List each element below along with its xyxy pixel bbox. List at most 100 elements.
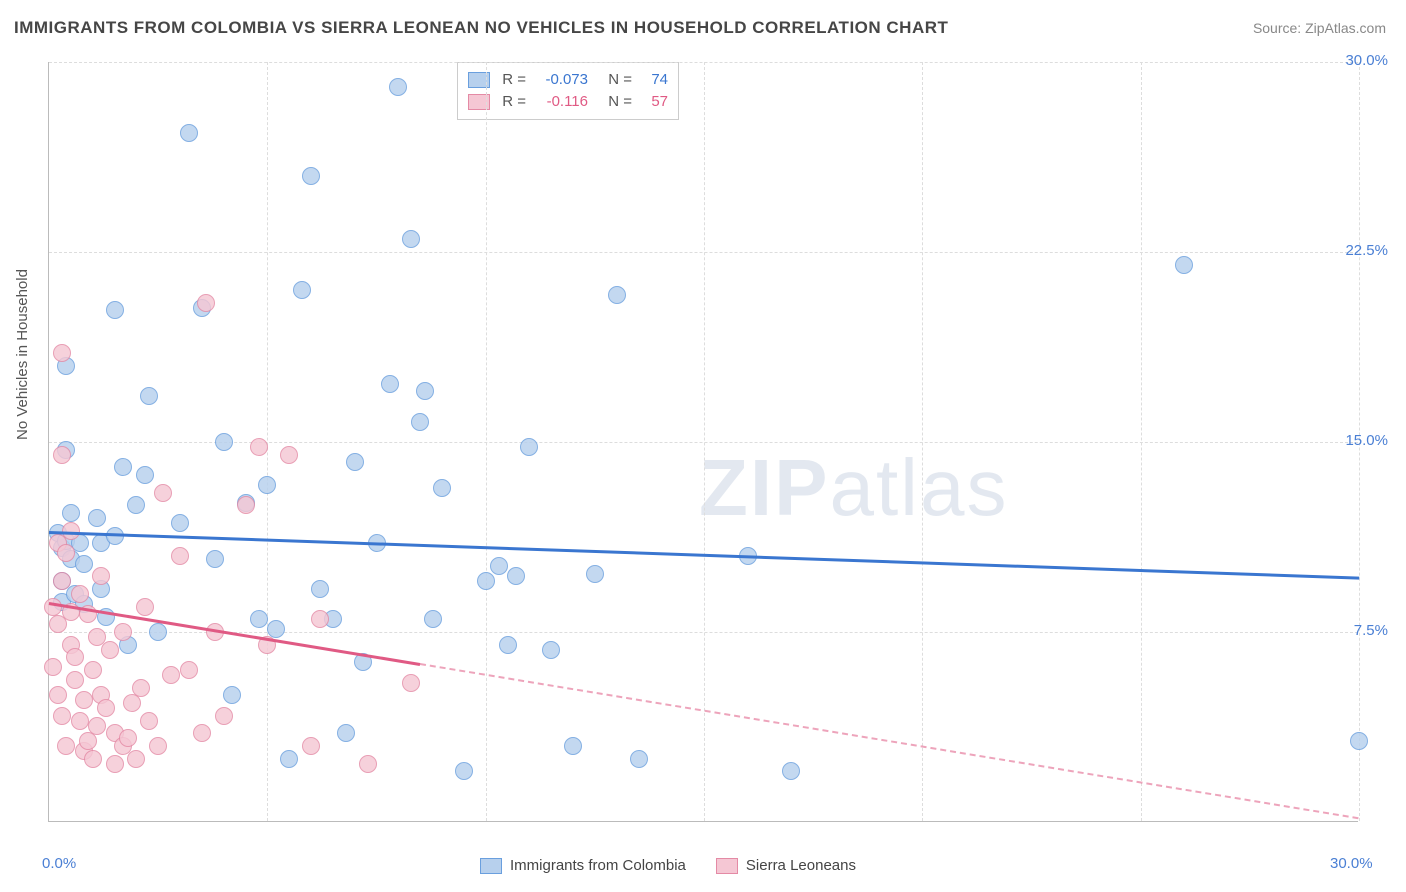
data-point bbox=[71, 585, 89, 603]
data-point bbox=[53, 344, 71, 362]
legend-label: Immigrants from Colombia bbox=[510, 857, 686, 874]
data-point bbox=[311, 580, 329, 598]
data-point bbox=[53, 446, 71, 464]
data-point bbox=[66, 671, 84, 689]
legend-label: Sierra Leoneans bbox=[746, 857, 856, 874]
data-point bbox=[215, 707, 233, 725]
data-point bbox=[140, 387, 158, 405]
data-point bbox=[215, 433, 233, 451]
data-point bbox=[127, 496, 145, 514]
data-point bbox=[477, 572, 495, 590]
data-point bbox=[197, 294, 215, 312]
data-point bbox=[180, 661, 198, 679]
scatter-chart: ZIPatlas R =-0.073N =74R =-0.116N =57 bbox=[48, 62, 1358, 822]
legend-n-label: N = bbox=[602, 69, 632, 91]
data-point bbox=[154, 484, 172, 502]
data-point bbox=[97, 699, 115, 717]
data-point bbox=[280, 446, 298, 464]
gridline-vertical bbox=[486, 62, 487, 821]
data-point bbox=[180, 124, 198, 142]
data-point bbox=[88, 717, 106, 735]
data-point bbox=[302, 737, 320, 755]
data-point bbox=[507, 567, 525, 585]
data-point bbox=[490, 557, 508, 575]
source-attribution: Source: ZipAtlas.com bbox=[1253, 20, 1386, 36]
data-point bbox=[62, 504, 80, 522]
legend-n-value: 57 bbox=[638, 91, 668, 113]
data-point bbox=[424, 610, 442, 628]
data-point bbox=[302, 167, 320, 185]
data-point bbox=[44, 598, 62, 616]
data-point bbox=[416, 382, 434, 400]
x-tick-label: 30.0% bbox=[1330, 855, 1373, 872]
data-point bbox=[223, 686, 241, 704]
data-point bbox=[411, 413, 429, 431]
data-point bbox=[119, 729, 137, 747]
data-point bbox=[162, 666, 180, 684]
y-axis-label: No Vehicles in Household bbox=[14, 269, 31, 440]
data-point bbox=[132, 679, 150, 697]
data-point bbox=[402, 674, 420, 692]
data-point bbox=[311, 610, 329, 628]
legend-r-label: R = bbox=[496, 91, 526, 113]
data-point bbox=[75, 555, 93, 573]
data-point bbox=[258, 476, 276, 494]
gridline-vertical bbox=[704, 62, 705, 821]
data-point bbox=[455, 762, 473, 780]
data-point bbox=[136, 466, 154, 484]
legend-swatch bbox=[480, 858, 502, 874]
data-point bbox=[84, 661, 102, 679]
data-point bbox=[88, 509, 106, 527]
data-point bbox=[114, 623, 132, 641]
y-tick-label: 30.0% bbox=[1345, 52, 1388, 69]
data-point bbox=[136, 598, 154, 616]
legend-n-value: 74 bbox=[638, 69, 668, 91]
data-point bbox=[359, 755, 377, 773]
data-point bbox=[106, 755, 124, 773]
legend-n-label: N = bbox=[602, 91, 632, 113]
legend-swatch bbox=[716, 858, 738, 874]
data-point bbox=[49, 686, 67, 704]
trend-line-dashed bbox=[420, 663, 1359, 819]
data-point bbox=[250, 438, 268, 456]
data-point bbox=[608, 286, 626, 304]
data-point bbox=[293, 281, 311, 299]
legend-item: Sierra Leoneans bbox=[716, 857, 856, 874]
data-point bbox=[75, 691, 93, 709]
data-point bbox=[71, 712, 89, 730]
gridline-vertical bbox=[922, 62, 923, 821]
data-point bbox=[127, 750, 145, 768]
correlation-legend: R =-0.073N =74R =-0.116N =57 bbox=[457, 62, 679, 120]
data-point bbox=[171, 514, 189, 532]
data-point bbox=[586, 565, 604, 583]
gridline-vertical bbox=[1141, 62, 1142, 821]
data-point bbox=[106, 301, 124, 319]
y-tick-label: 22.5% bbox=[1345, 242, 1388, 259]
data-point bbox=[337, 724, 355, 742]
data-point bbox=[140, 712, 158, 730]
data-point bbox=[114, 458, 132, 476]
data-point bbox=[193, 724, 211, 742]
data-point bbox=[499, 636, 517, 654]
data-point bbox=[53, 572, 71, 590]
data-point bbox=[57, 544, 75, 562]
data-point bbox=[433, 479, 451, 497]
data-point bbox=[1350, 732, 1368, 750]
data-point bbox=[79, 732, 97, 750]
data-point bbox=[250, 610, 268, 628]
data-point bbox=[101, 641, 119, 659]
data-point bbox=[520, 438, 538, 456]
data-point bbox=[542, 641, 560, 659]
data-point bbox=[389, 78, 407, 96]
data-point bbox=[123, 694, 141, 712]
legend-row: R =-0.116N =57 bbox=[468, 91, 668, 113]
data-point bbox=[782, 762, 800, 780]
data-point bbox=[149, 737, 167, 755]
data-point bbox=[381, 375, 399, 393]
data-point bbox=[44, 658, 62, 676]
data-point bbox=[564, 737, 582, 755]
data-point bbox=[630, 750, 648, 768]
series-legend: Immigrants from Colombia Sierra Leoneans bbox=[480, 857, 856, 874]
legend-row: R =-0.073N =74 bbox=[468, 69, 668, 91]
y-tick-label: 7.5% bbox=[1354, 622, 1388, 639]
